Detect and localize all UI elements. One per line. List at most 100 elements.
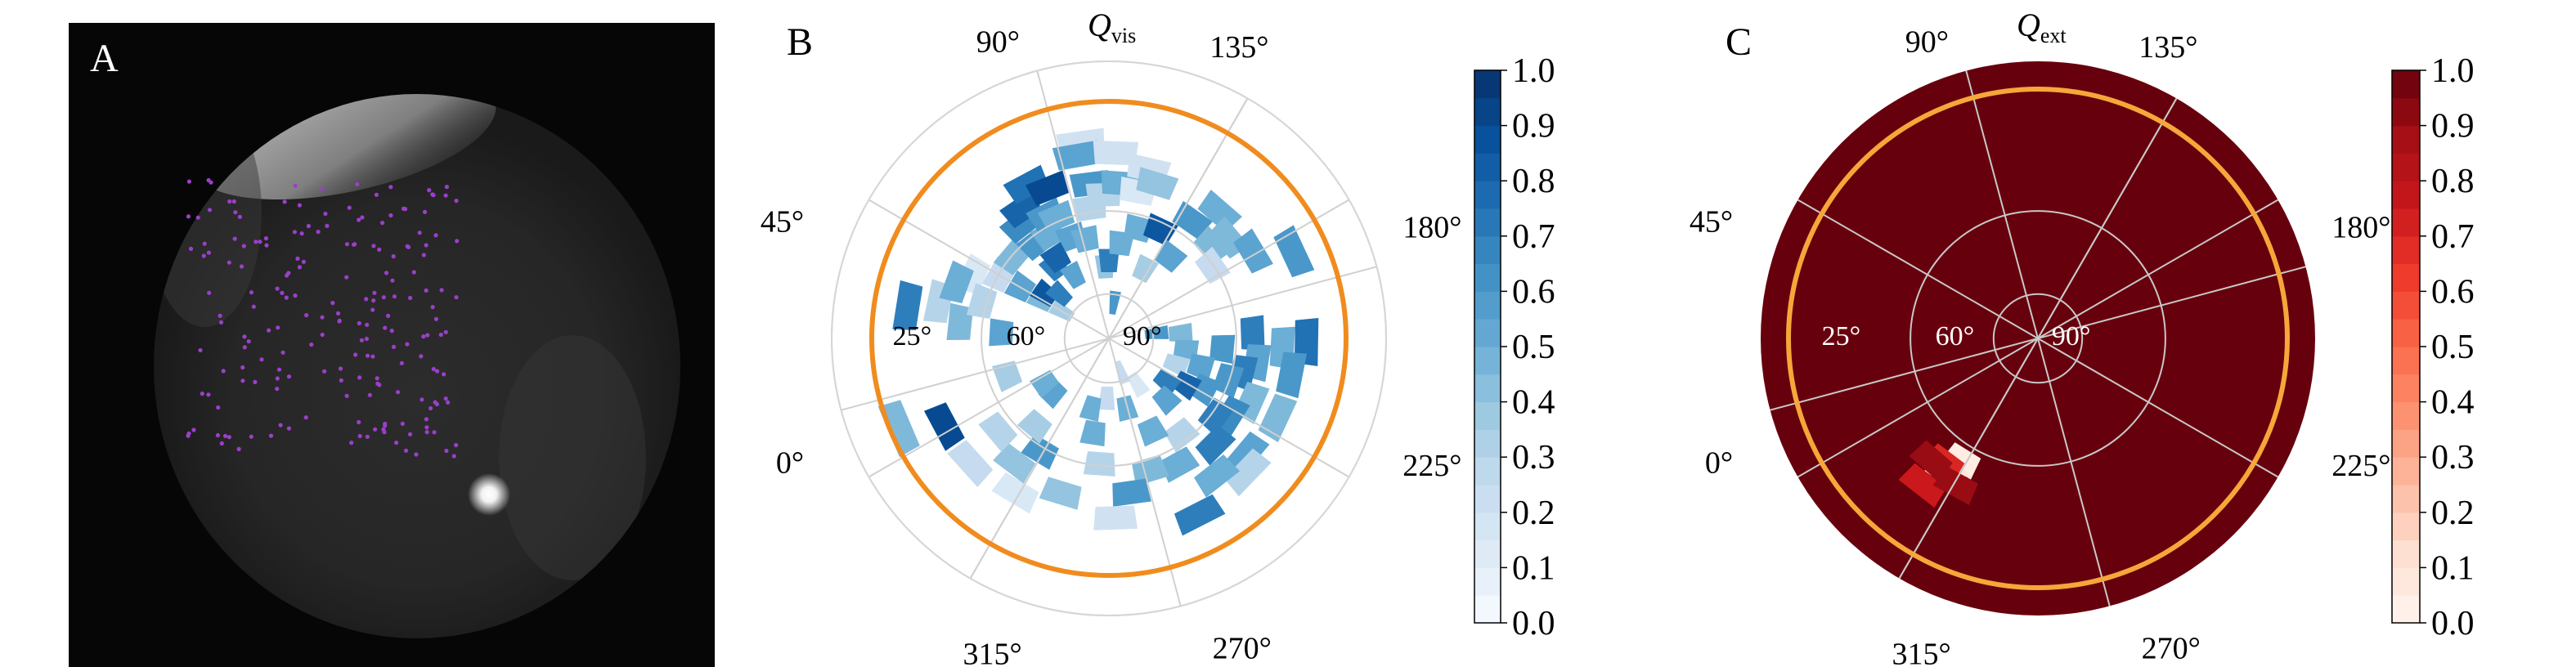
star-marker xyxy=(357,433,362,439)
star-marker xyxy=(403,448,409,453)
star-marker xyxy=(344,275,349,280)
colorbar-step xyxy=(1474,319,1501,347)
chart-title: Qext xyxy=(2017,7,2067,47)
star-marker xyxy=(209,180,213,185)
grid-circle xyxy=(1063,293,1155,384)
star-marker xyxy=(242,334,247,339)
star-marker xyxy=(435,369,440,374)
star-marker xyxy=(443,193,448,198)
star-marker xyxy=(424,243,429,248)
star-marker xyxy=(432,430,437,435)
colorbar-step xyxy=(1474,567,1501,596)
qext-polar-chart: 25° 60° 90° 0° 45° 90° 135° 180° 225° 270° 315° Qex… xyxy=(1690,7,2475,667)
star-marker xyxy=(382,430,387,435)
star-marker xyxy=(292,230,297,235)
heatmap-cell xyxy=(1132,253,1160,284)
star-marker xyxy=(303,415,308,420)
star-marker xyxy=(267,328,272,333)
star-marker xyxy=(394,441,399,445)
star-marker xyxy=(381,295,386,300)
star-marker xyxy=(186,431,191,436)
star-marker xyxy=(402,207,408,212)
star-marker xyxy=(444,185,450,190)
heatmap-cell xyxy=(1136,167,1179,200)
azimuth-label: 270° xyxy=(2142,632,2201,666)
colorbar-step xyxy=(2392,153,2420,181)
colorbar-tick-label: 0.7 xyxy=(2431,218,2475,256)
colorbar-tick-label: 0.2 xyxy=(2431,495,2475,532)
panel-b: B 25° 60° 90° 0° 45° 90° 135° 180° 225° 270° 315° Q… xyxy=(736,0,1636,667)
heatmap-cells xyxy=(877,128,1319,536)
star-marker xyxy=(239,264,245,269)
star-marker xyxy=(293,293,298,298)
star-marker xyxy=(249,434,254,439)
star-marker xyxy=(306,223,311,229)
colorbar-step xyxy=(2392,235,2420,265)
colorbar-step xyxy=(1474,457,1501,486)
azimuth-label: 90° xyxy=(976,25,1020,59)
star-marker xyxy=(206,250,211,255)
heatmap-cell xyxy=(1137,415,1169,447)
heatmap-cell xyxy=(1093,140,1139,166)
heatmap-cell xyxy=(1197,189,1242,233)
star-marker xyxy=(433,233,438,238)
heatmap-cell xyxy=(978,411,1018,452)
heatmap-cell xyxy=(892,280,923,331)
colorbar-step xyxy=(1474,429,1501,458)
colorbar-step xyxy=(2392,347,2420,375)
star-marker xyxy=(232,236,237,241)
heatmap-cell xyxy=(1144,325,1169,339)
heatmap-cell xyxy=(1093,505,1138,530)
star-marker xyxy=(309,342,314,347)
panel-letter-a: A xyxy=(90,37,119,80)
colorbar-step xyxy=(1474,70,1501,99)
azimuth-label: 45° xyxy=(761,205,804,239)
star-marker xyxy=(392,294,397,299)
colorbar-tick-label: 0.3 xyxy=(1512,439,1555,477)
colorbar-step xyxy=(1474,347,1501,375)
star-marker xyxy=(227,260,231,265)
star-marker xyxy=(240,378,245,383)
azimuth-label: 315° xyxy=(1892,638,1950,667)
heatmap-cell xyxy=(1898,463,1947,508)
star-marker xyxy=(186,179,191,184)
title-subscript: vis xyxy=(1111,24,1136,47)
grid-outer-circle xyxy=(831,60,1387,616)
star-marker xyxy=(425,333,430,338)
colorbar-step xyxy=(1474,153,1501,181)
colorbar-tick-label: 0.7 xyxy=(1512,218,1555,256)
radial-label: 90° xyxy=(2052,321,2091,351)
colorbar-step xyxy=(2392,208,2420,237)
star-marker xyxy=(233,210,238,215)
star-marker xyxy=(242,345,247,350)
star-marker xyxy=(424,430,429,435)
star-marker xyxy=(433,400,438,405)
heatmap-cell xyxy=(1109,290,1121,316)
star-marker xyxy=(200,392,204,396)
star-marker xyxy=(444,448,449,454)
horizon-haze xyxy=(499,335,646,580)
sun-glare xyxy=(468,473,510,516)
star-marker xyxy=(280,350,285,355)
star-marker xyxy=(419,354,424,359)
colorbar-tick-label: 1.0 xyxy=(1512,52,1555,90)
colorbar-step xyxy=(2392,319,2420,347)
heatmap-cell xyxy=(1098,248,1120,272)
star-marker xyxy=(408,295,413,301)
star-marker xyxy=(370,354,375,359)
heatmap-cell xyxy=(1127,371,1151,398)
colorbar-tick-label: 0.9 xyxy=(2431,108,2475,145)
heatmap-cell xyxy=(1016,409,1052,444)
star-marker xyxy=(399,360,404,365)
heatmap-cell xyxy=(1039,477,1082,510)
star-marker xyxy=(316,230,321,235)
star-marker xyxy=(325,223,330,228)
star-marker xyxy=(227,435,231,440)
heatmap-cell xyxy=(993,443,1036,484)
colorbar-tick-label: 0.0 xyxy=(1512,605,1555,642)
star-marker xyxy=(237,214,242,219)
star-marker xyxy=(186,214,191,219)
star-marker xyxy=(344,242,349,247)
star-marker xyxy=(355,181,360,186)
star-marker xyxy=(389,329,394,334)
